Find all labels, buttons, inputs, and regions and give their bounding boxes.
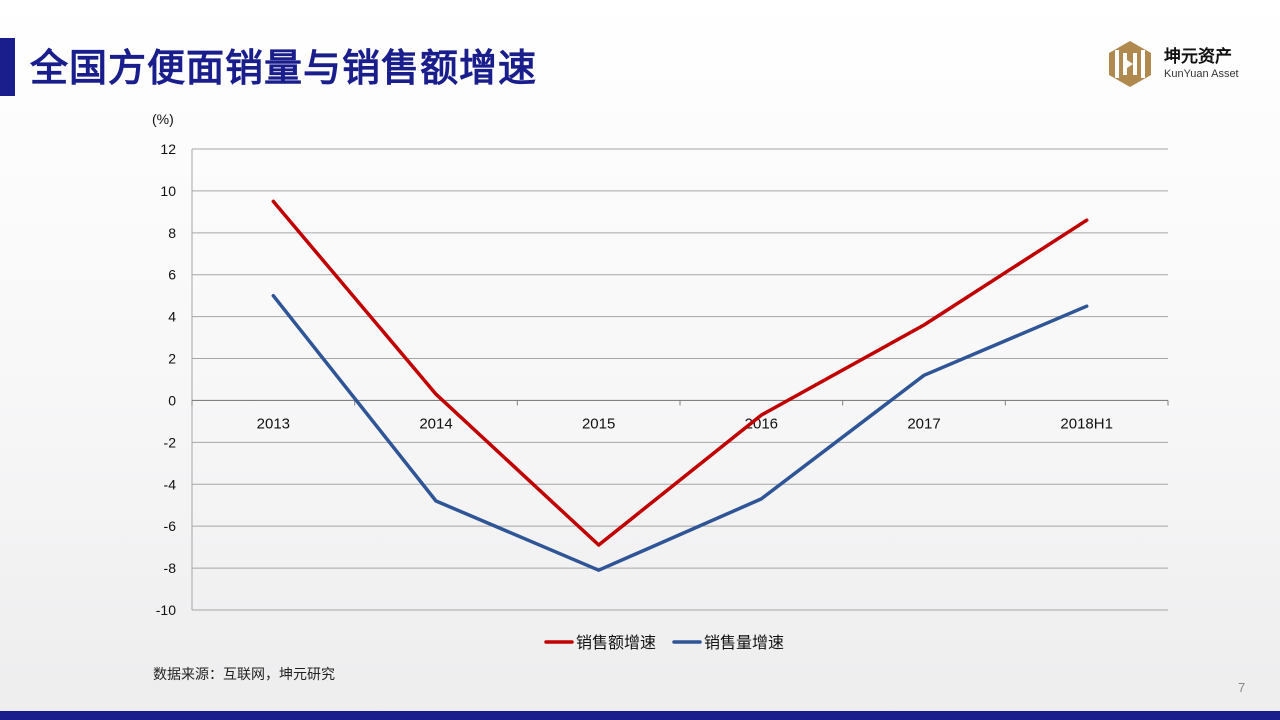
x-tick-label: 2018H1	[1060, 415, 1113, 432]
legend-label-2: 销售量增速	[704, 633, 784, 652]
y-axis-ticks: 12 10 8 6 4 2 0 -2 -4 -6 -8 -10	[156, 141, 176, 618]
logo-subtitle: KunYuan Asset	[1164, 68, 1239, 80]
slide-title: 全国方便面销量与销售额增速	[30, 46, 538, 90]
y-tick-label: -8	[164, 560, 177, 576]
y-tick-label: 10	[160, 183, 176, 199]
bottom-bar	[0, 711, 1280, 720]
x-axis-ticks: 2013 2014 2015 2016 2017 2018H1	[257, 415, 1113, 432]
x-tick-label: 2013	[257, 415, 290, 432]
grid-layer	[191, 148, 1169, 611]
y-tick-label: -6	[164, 518, 177, 534]
y-tick-label: 6	[168, 267, 176, 283]
y-tick-label: -4	[164, 476, 177, 492]
series-line-2	[271, 293, 1089, 572]
logo-name: 坤元资产	[1164, 47, 1232, 67]
y-tick-label: 0	[168, 392, 176, 408]
x-tick-label: 2015	[582, 415, 615, 432]
page-number: 7	[1238, 680, 1246, 695]
legend-label-1: 销售额增速	[576, 633, 656, 652]
x-tick-label: 2017	[907, 415, 940, 432]
series-layer	[271, 199, 1089, 572]
y-tick-label: 2	[168, 351, 176, 367]
y-tick-label: 8	[168, 225, 176, 241]
y-tick-label: -2	[164, 434, 177, 450]
company-logo: 坤元资产 KunYuan Asset	[1106, 38, 1256, 90]
legend: 销售额增速 销售量增速	[544, 633, 784, 652]
y-tick-label: 4	[168, 309, 176, 325]
y-unit-label: (%)	[152, 111, 174, 127]
series-line-1	[271, 199, 1089, 547]
title-accent-bar	[0, 38, 15, 96]
data-source-note: 数据来源：互联网，坤元研究	[153, 667, 335, 683]
y-tick-label: 12	[160, 141, 176, 157]
kunyuan-logo-icon	[1109, 41, 1151, 87]
y-tick-label: -10	[156, 602, 176, 618]
x-tick-label: 2014	[419, 415, 452, 432]
